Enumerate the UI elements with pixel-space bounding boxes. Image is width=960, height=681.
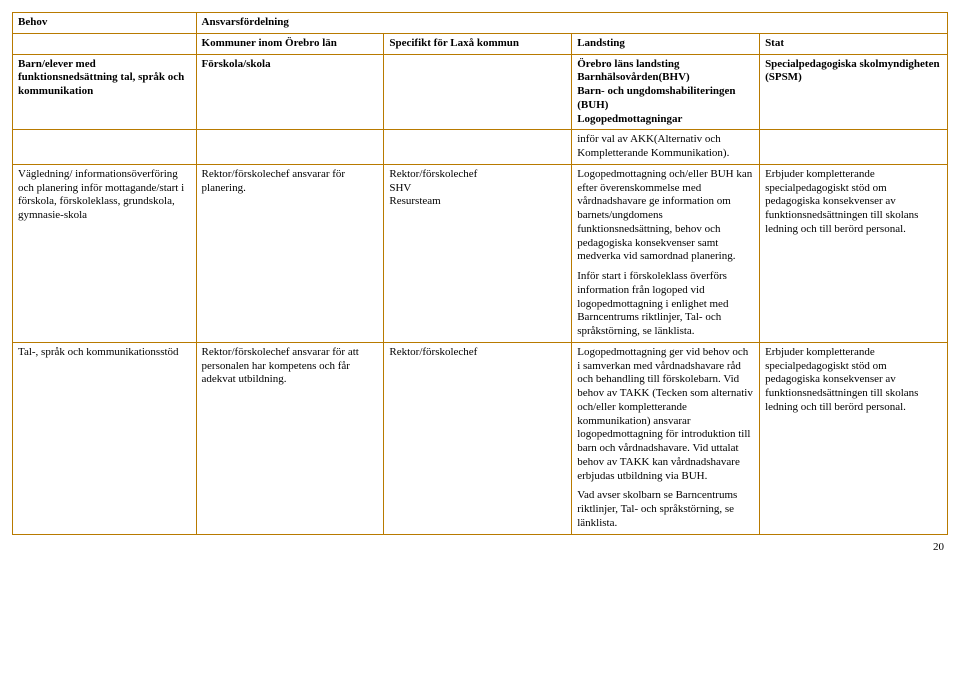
cell-r2-stat	[760, 130, 948, 165]
col-header-kommuner: Kommuner inom Örebro län	[196, 33, 384, 54]
col-header-specifikt: Specifikt för Laxå kommun	[384, 33, 572, 54]
cell-r1-kommuner: Förskola/skola	[196, 54, 384, 130]
table-row: Vägledning/ informationsöverföring och p…	[13, 164, 948, 342]
cell-r1-landsting: Örebro läns landsting Barnhälsovården(BH…	[572, 54, 760, 130]
cell-r3-kommuner: Rektor/förskolechef ansvarar för planeri…	[196, 164, 384, 342]
page-number: 20	[12, 535, 948, 553]
cell-r4-landsting-p2: Vad avser skolbarn se Barncentrums riktl…	[577, 489, 754, 530]
cell-r4-specifikt: Rektor/förskolechef	[384, 342, 572, 534]
col-header-landsting: Landsting	[572, 33, 760, 54]
cell-r3-specifikt: Rektor/förskolechefSHVResursteam	[384, 164, 572, 342]
cell-r3-stat: Erbjuder kompletterande specialpedagogis…	[760, 164, 948, 342]
cell-r4-landsting: Logopedmottagning ger vid behov och i sa…	[572, 342, 760, 534]
cell-r4-landsting-p1: Logopedmottagning ger vid behov och i sa…	[577, 346, 754, 484]
cell-r2-kommuner	[196, 130, 384, 165]
cell-r4-behov: Tal-, språk och kommunikationsstöd	[13, 342, 197, 534]
col-header-behov: Behov	[13, 13, 197, 34]
cell-r3-landsting: Logopedmottagning och/eller BUH kan efte…	[572, 164, 760, 342]
table-row: Tal-, språk och kommunikationsstöd Rekto…	[13, 342, 948, 534]
cell-r2-landsting: inför val av AKK(Alternativ och Komplett…	[572, 130, 760, 165]
cell-r3-behov: Vägledning/ informationsöverföring och p…	[13, 164, 197, 342]
table-row: inför val av AKK(Alternativ och Komplett…	[13, 130, 948, 165]
header-row-sub: Kommuner inom Örebro län Specifikt för L…	[13, 33, 948, 54]
header-row-top: Behov Ansvarsfördelning	[13, 13, 948, 34]
responsibility-table: Behov Ansvarsfördelning Kommuner inom Ör…	[12, 12, 948, 535]
cell-r3-landsting-p1: Logopedmottagning och/eller BUH kan efte…	[577, 168, 754, 264]
cell-r1-stat: Specialpedagogiska skolmyndigheten (SPSM…	[760, 54, 948, 130]
cell-r4-stat: Erbjuder kompletterande specialpedagogis…	[760, 342, 948, 534]
col-header-stat: Stat	[760, 33, 948, 54]
cell-r2-specifikt	[384, 130, 572, 165]
cell-r1-behov: Barn/elever med funktionsnedsättning tal…	[13, 54, 197, 130]
cell-r2-behov	[13, 130, 197, 165]
cell-r4-kommuner: Rektor/förskolechef ansvarar för att per…	[196, 342, 384, 534]
col-header-empty	[13, 33, 197, 54]
table-row: Barn/elever med funktionsnedsättning tal…	[13, 54, 948, 130]
col-header-ansvarsfordelning: Ansvarsfördelning	[196, 13, 947, 34]
cell-r3-landsting-p2: Inför start i förskoleklass överförs inf…	[577, 270, 754, 339]
cell-r1-specifikt	[384, 54, 572, 130]
